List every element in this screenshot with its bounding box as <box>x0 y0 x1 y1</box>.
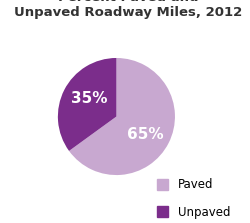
Wedge shape <box>69 58 175 175</box>
Legend: Paved, Unpaved: Paved, Unpaved <box>156 178 230 219</box>
Text: 35%: 35% <box>71 91 107 106</box>
Wedge shape <box>58 58 116 151</box>
Title: Percent Paved and
Unpaved Roadway Miles, 2012: Percent Paved and Unpaved Roadway Miles,… <box>14 0 242 19</box>
Text: 65%: 65% <box>127 127 164 142</box>
